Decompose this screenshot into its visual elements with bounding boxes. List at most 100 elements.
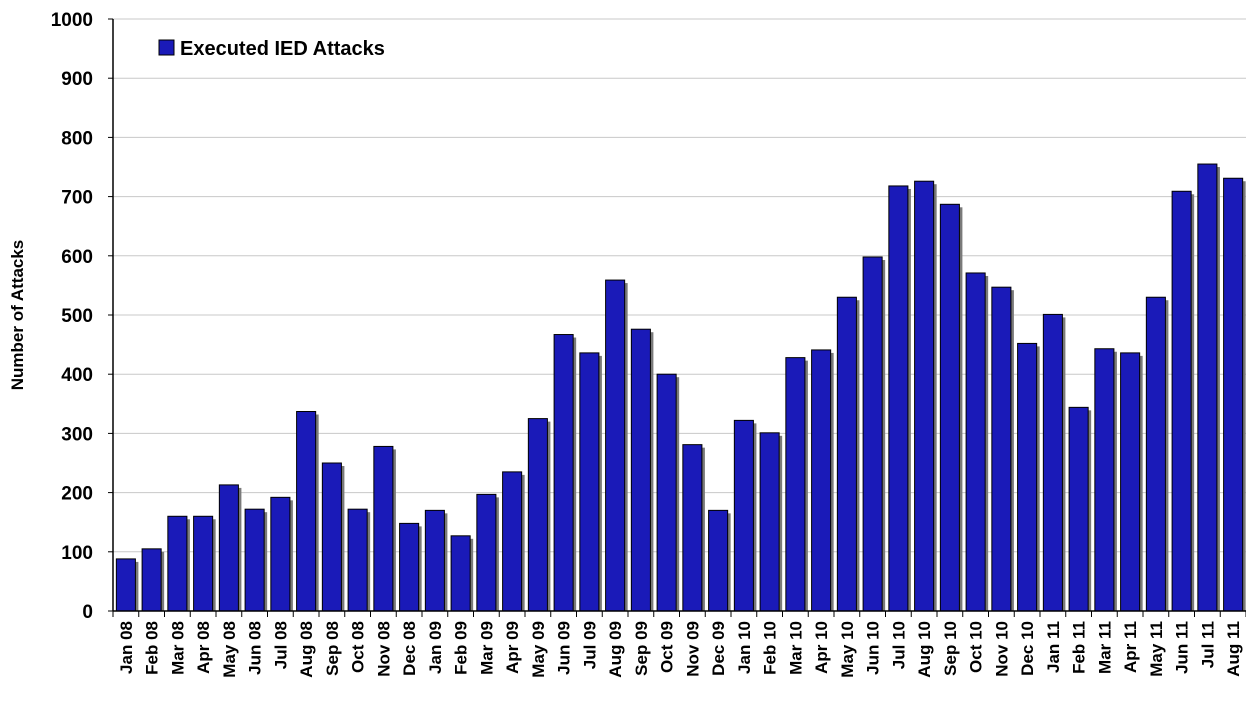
bar [244,508,265,612]
legend: Executed IED Attacks [158,38,385,60]
y-tick-label: 300 [61,424,93,445]
bar [115,558,136,612]
bar [1042,313,1063,612]
bar [630,328,651,612]
y-tick-label: 800 [61,128,93,149]
x-tick-label: Mar 10 [786,621,805,675]
x-tick-label: Mar 11 [1095,621,1114,674]
bar [914,180,935,612]
x-tick-label: Feb 08 [143,621,162,675]
bar [888,185,909,612]
x-tick-label: Jun 08 [246,621,265,675]
y-axis-label: Number of Attacks [8,240,27,391]
bar [399,522,420,612]
x-tick-label: Aug 08 [297,621,316,678]
bar [476,493,497,612]
bar [270,496,291,612]
x-tick-label: Jan 09 [426,621,445,674]
x-tick-label: Sep 10 [941,621,960,676]
x-tick-label: Jan 10 [735,621,754,674]
x-tick-label: Nov 08 [374,621,393,677]
y-tick-labels: 0 100 200 300 400 500 600 700 800 900 1000 [51,10,93,623]
x-tick-label: Oct 09 [658,621,677,673]
x-tick-label: Aug 10 [915,621,934,678]
bar [1145,296,1166,612]
bar [218,484,239,612]
bar [862,256,883,612]
y-tick-label: 900 [61,69,93,90]
legend-swatch [158,39,175,56]
y-tick-label: 0 [82,602,93,623]
bar [991,286,1012,612]
x-tick-label: Mar 08 [168,621,187,675]
x-tick-label: Nov 10 [992,621,1011,677]
bar [682,444,703,612]
bar [1017,342,1038,612]
y-tick-label: 600 [61,247,93,268]
bar [193,515,214,612]
x-tick-label: May 08 [220,621,239,678]
bar [321,462,342,612]
bar [965,272,986,612]
x-tick-label: Oct 10 [967,621,986,673]
bar [373,445,394,612]
x-tick-label: May 10 [838,621,857,678]
bar [759,432,780,612]
y-tick-label: 1000 [51,10,93,31]
bar [811,349,832,612]
x-tick-label: Jul 08 [271,621,290,669]
x-tick-label: Sep 08 [323,621,342,676]
axes [108,18,1246,617]
bar [1171,190,1192,612]
x-tick-label: Jan 08 [117,621,136,674]
x-tick-label: Feb 11 [1070,621,1089,674]
bar [167,515,188,612]
x-tick-label: Jul 09 [580,621,599,669]
x-tick-label: Apr 08 [194,621,213,674]
x-tick-label: Feb 10 [761,621,780,675]
bar [553,334,574,612]
bar [450,535,471,612]
x-tick-label: Dec 10 [1018,621,1037,676]
bar [733,419,754,612]
bar [1068,406,1089,612]
bar [656,373,677,612]
x-tick-label: Jun 10 [864,621,883,675]
bar [347,508,368,612]
x-tick-label: May 11 [1147,621,1166,677]
x-tick-label: Sep 09 [632,621,651,676]
x-tick-label: Jul 10 [889,621,908,669]
y-tick-label: 100 [61,543,93,564]
bar [424,509,445,612]
bar [141,548,162,612]
bar [296,410,317,612]
y-tick-label: 500 [61,306,93,327]
x-tick-label: Aug 11 [1224,621,1243,677]
bar [836,296,857,612]
bar [502,471,523,612]
bar [1197,163,1218,612]
x-tick-label: Feb 09 [452,621,471,675]
x-tick-label: Apr 09 [503,621,522,674]
bar [708,509,729,612]
x-tick-label: Nov 09 [683,621,702,677]
bar [527,418,548,612]
y-tick-label: 400 [61,365,93,386]
bar [605,279,626,612]
x-tick-label: Dec 09 [709,621,728,676]
x-tick-label: Mar 09 [477,621,496,675]
bar [1094,348,1115,612]
y-tick-label: 700 [61,188,93,209]
bar [785,357,806,612]
bar [579,352,600,612]
x-tick-label: Jun 09 [555,621,574,675]
x-tick-label: Aug 09 [606,621,625,678]
legend-label: Executed IED Attacks [180,38,385,60]
x-tick-label: Apr 10 [812,621,831,674]
bar [1120,352,1141,612]
x-tick-label: Apr 11 [1121,621,1140,673]
x-tick-label: May 09 [529,621,548,678]
y-tick-label: 200 [61,484,93,505]
x-tick-label: Oct 08 [349,621,368,673]
